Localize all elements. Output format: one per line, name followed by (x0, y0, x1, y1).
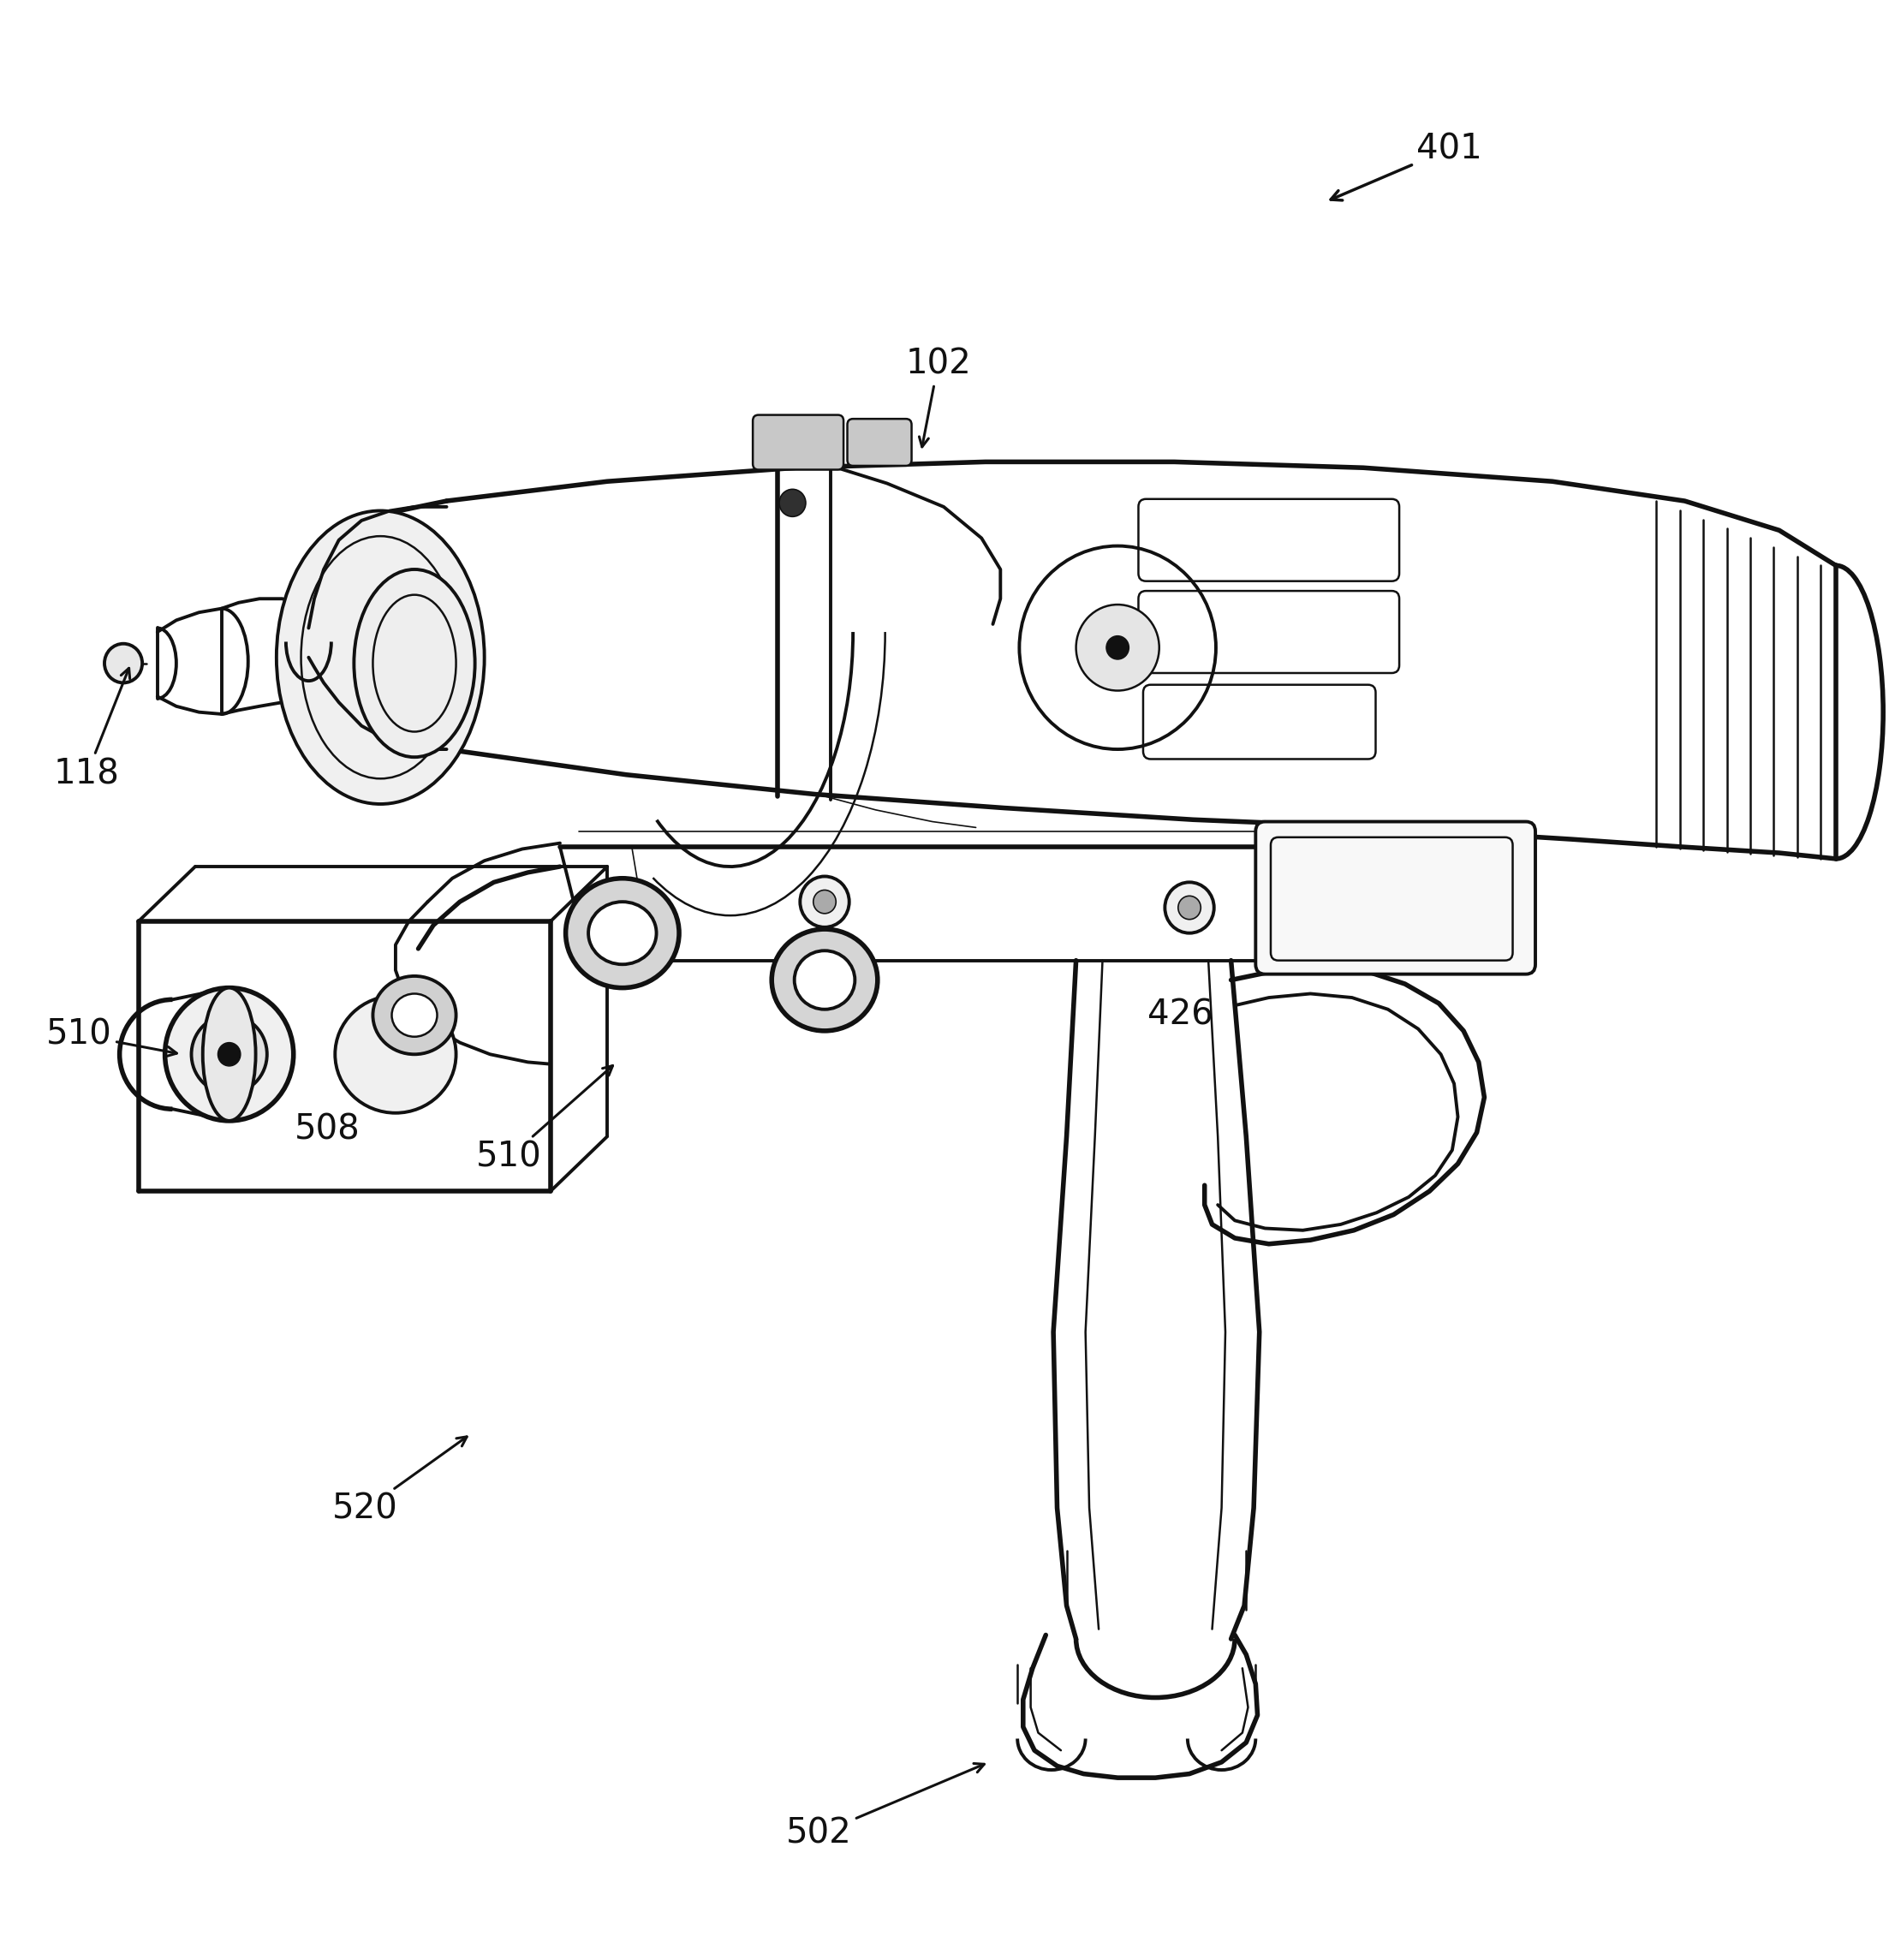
Ellipse shape (587, 902, 656, 964)
FancyBboxPatch shape (1256, 821, 1535, 974)
Text: 118: 118 (53, 668, 131, 792)
FancyBboxPatch shape (1139, 590, 1399, 672)
Circle shape (1107, 635, 1129, 659)
Circle shape (104, 643, 142, 682)
FancyBboxPatch shape (1272, 837, 1512, 960)
Circle shape (1165, 882, 1215, 933)
Circle shape (1076, 604, 1160, 690)
Circle shape (800, 876, 849, 927)
Circle shape (1179, 896, 1201, 919)
Circle shape (165, 988, 294, 1121)
Ellipse shape (373, 976, 457, 1054)
Circle shape (191, 1015, 267, 1094)
Text: 508: 508 (294, 1113, 360, 1147)
Ellipse shape (567, 878, 678, 988)
Ellipse shape (771, 929, 877, 1031)
Text: 102: 102 (906, 347, 970, 447)
Circle shape (813, 890, 836, 913)
FancyBboxPatch shape (1139, 500, 1399, 580)
Text: 520: 520 (332, 1437, 466, 1527)
Circle shape (779, 490, 805, 517)
Ellipse shape (335, 996, 457, 1113)
Ellipse shape (203, 988, 256, 1121)
FancyBboxPatch shape (847, 419, 911, 466)
Ellipse shape (794, 951, 855, 1009)
Text: 426: 426 (1148, 998, 1213, 1033)
Text: 510: 510 (45, 1017, 176, 1056)
Circle shape (218, 1043, 241, 1066)
Ellipse shape (354, 570, 476, 757)
FancyBboxPatch shape (1143, 684, 1376, 759)
Text: 401: 401 (1330, 131, 1482, 200)
FancyBboxPatch shape (752, 416, 843, 470)
Ellipse shape (277, 512, 485, 804)
Ellipse shape (392, 994, 438, 1037)
Text: 502: 502 (786, 1764, 984, 1850)
Text: 510: 510 (476, 1066, 612, 1174)
